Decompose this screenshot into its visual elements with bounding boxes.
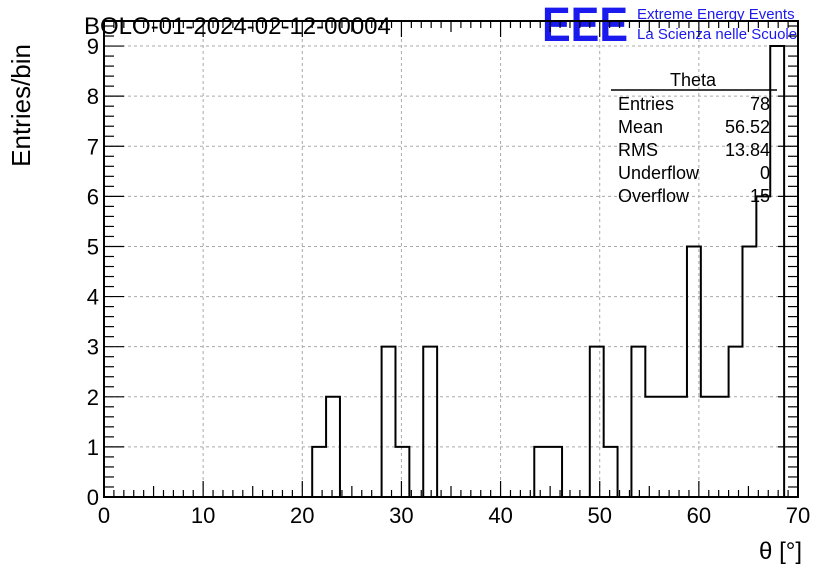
plot-frame	[103, 20, 799, 498]
x-axis-label: θ [°]	[759, 538, 802, 565]
histogram-bin	[590, 347, 604, 497]
eee-logo-line1: Extreme Energy Events	[637, 6, 795, 23]
stats-label: Overflow	[618, 186, 690, 206]
stats-value: 78	[750, 94, 770, 114]
histogram-bin	[534, 447, 548, 497]
eee-logo: EEE Extreme Energy Events La Scienza nel…	[542, 0, 797, 52]
stats-value: 56.52	[725, 117, 770, 137]
histogram-bin	[312, 447, 326, 497]
stats-name: Theta	[670, 70, 717, 90]
stats-label: Mean	[618, 117, 663, 137]
stats-label: RMS	[618, 140, 658, 160]
y-tick-label: 1	[87, 435, 99, 460]
x-tick-label: 60	[687, 503, 711, 528]
y-tick-label: 2	[87, 385, 99, 410]
stats-value: 0	[760, 163, 770, 183]
histogram-bin	[423, 347, 437, 497]
x-tick-label: 40	[488, 503, 512, 528]
x-tick-label: 30	[389, 503, 413, 528]
chart-title: BOLO-01-2024-02-12-00004	[84, 13, 391, 40]
stats-label: Underflow	[618, 163, 700, 183]
histogram-bin	[604, 447, 618, 497]
histogram-bin	[395, 447, 409, 497]
histogram-bin	[742, 246, 756, 497]
histogram-bin	[631, 347, 645, 497]
y-tick-label: 7	[87, 134, 99, 159]
stats-value: 13.84	[725, 140, 770, 160]
y-axis-label: Entries/bin	[6, 44, 36, 167]
eee-logo-line2: La Scienza nelle Scuole	[637, 26, 797, 43]
x-tick-label: 50	[587, 503, 611, 528]
y-tick-label: 9	[87, 34, 99, 59]
eee-logo-mark: EEE	[542, 0, 628, 52]
histogram-bin	[729, 347, 743, 497]
histogram-outline	[104, 45, 786, 498]
histogram-bin	[382, 347, 396, 497]
x-tick-label: 20	[290, 503, 314, 528]
stats-box: Theta Entries 78 Mean 56.52 RMS 13.84 Underflo…	[611, 70, 777, 206]
y-tick-label: 3	[87, 335, 99, 360]
y-tick-label: 0	[87, 485, 99, 510]
stats-value: 15	[750, 186, 770, 206]
x-tick-label: 70	[786, 503, 810, 528]
stats-label: Entries	[618, 94, 674, 114]
histogram-bin	[770, 46, 784, 497]
x-tick-label: 0	[98, 503, 110, 528]
x-tick-label: 10	[191, 503, 215, 528]
y-tick-label: 8	[87, 84, 99, 109]
y-tick-label: 6	[87, 184, 99, 209]
y-tick-label: 5	[87, 234, 99, 259]
y-tick-label: 4	[87, 285, 99, 310]
